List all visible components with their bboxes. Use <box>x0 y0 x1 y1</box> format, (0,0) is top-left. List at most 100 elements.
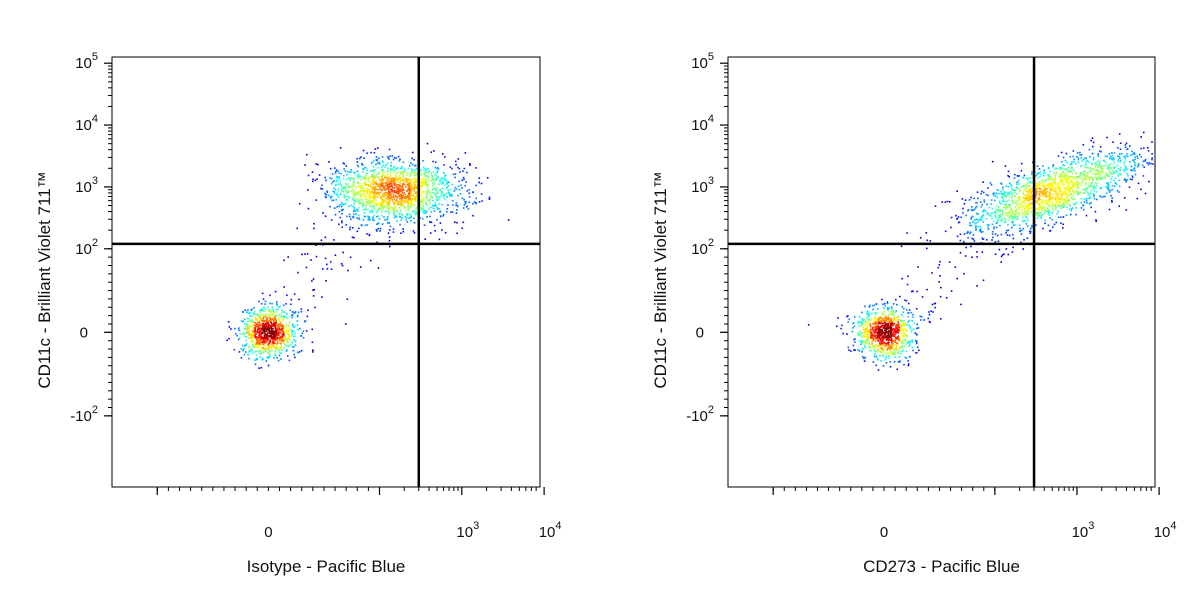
event-dot <box>1087 194 1090 196</box>
event-dot <box>997 209 1000 212</box>
event-dot <box>248 332 250 334</box>
event-dot <box>1023 213 1026 215</box>
event-dot <box>258 330 261 333</box>
event-dot <box>852 322 855 325</box>
event-dot <box>372 183 374 186</box>
event-dot <box>312 351 314 353</box>
event-dot <box>444 175 446 177</box>
event-dot <box>1151 158 1153 161</box>
event-dot <box>368 195 370 198</box>
event-dot <box>916 323 918 326</box>
event-dot <box>333 239 335 241</box>
event-dot <box>385 197 388 199</box>
event-dot <box>398 177 400 180</box>
event-dot <box>894 317 897 320</box>
event-dot <box>355 192 357 194</box>
event-dot <box>1151 153 1153 155</box>
event-dot <box>442 187 444 190</box>
event-dot <box>294 339 297 342</box>
event-dot <box>373 176 376 179</box>
event-dot <box>252 329 254 332</box>
event-dot <box>240 320 243 322</box>
event-dot <box>276 331 279 334</box>
event-dot <box>268 330 270 333</box>
event-dot <box>397 188 399 190</box>
event-dot <box>1059 166 1061 169</box>
event-dot <box>1112 159 1114 162</box>
event-dot <box>892 320 894 322</box>
event-dot <box>861 320 864 322</box>
event-dot <box>391 168 393 171</box>
event-dot <box>1035 224 1037 226</box>
event-dot <box>1066 178 1069 181</box>
event-dot <box>407 207 409 209</box>
event-dot <box>384 177 387 180</box>
event-dot <box>402 183 404 185</box>
event-dot <box>268 341 271 343</box>
event-dot <box>864 333 866 336</box>
event-dot <box>419 191 422 193</box>
event-dot <box>1085 214 1088 217</box>
y-tick-label: 105 <box>75 51 98 72</box>
event-dot <box>371 205 373 208</box>
event-dot <box>1076 155 1078 158</box>
event-dot <box>888 330 891 333</box>
event-dot <box>248 357 250 360</box>
event-dot <box>1063 176 1065 178</box>
event-dot <box>1049 190 1052 192</box>
event-dot <box>1050 195 1052 198</box>
event-dot <box>862 329 865 331</box>
event-dot <box>331 195 333 198</box>
event-dot <box>368 176 371 179</box>
event-dot <box>1084 176 1087 179</box>
event-dot <box>865 329 868 331</box>
event-dot <box>863 324 866 327</box>
event-dot <box>264 348 267 350</box>
event-dot <box>449 194 451 197</box>
event-dot <box>350 169 353 171</box>
event-dot <box>230 328 232 330</box>
event-dot <box>1058 202 1061 205</box>
event-dot <box>982 181 984 183</box>
event-dot <box>1120 173 1122 176</box>
event-dot <box>1055 208 1057 211</box>
event-dot <box>874 322 877 325</box>
event-dot <box>258 300 260 303</box>
event-dot <box>1043 211 1046 213</box>
event-dot <box>864 334 866 337</box>
event-dot <box>1086 202 1088 204</box>
event-dot <box>992 192 994 195</box>
event-dot <box>415 181 417 184</box>
event-dot <box>1072 181 1075 184</box>
event-dot <box>262 336 265 339</box>
event-dot <box>341 186 343 188</box>
event-dot <box>374 202 376 204</box>
event-dot <box>1069 205 1071 207</box>
event-dot <box>954 266 957 268</box>
event-dot <box>891 344 893 346</box>
event-dot <box>1118 185 1121 188</box>
event-dot <box>377 189 379 191</box>
event-dot <box>1134 156 1136 158</box>
event-dot <box>422 166 425 169</box>
event-dot <box>400 205 403 207</box>
event-dot <box>1049 186 1051 188</box>
event-dot <box>270 334 273 336</box>
event-dot <box>389 155 391 157</box>
event-dot <box>400 200 402 202</box>
event-dot <box>1131 153 1134 155</box>
event-dot <box>390 169 392 172</box>
event-dot <box>385 188 387 191</box>
event-dot <box>424 184 427 186</box>
event-dot <box>884 323 886 326</box>
event-dot <box>1111 199 1113 202</box>
event-dot <box>410 201 413 203</box>
event-dot <box>1044 194 1047 196</box>
event-dot <box>276 356 278 359</box>
event-dot <box>352 184 355 186</box>
event-dot <box>861 311 863 314</box>
event-dot <box>422 190 425 193</box>
event-dot <box>426 193 428 196</box>
event-dot <box>363 195 365 197</box>
event-dot <box>333 190 335 193</box>
